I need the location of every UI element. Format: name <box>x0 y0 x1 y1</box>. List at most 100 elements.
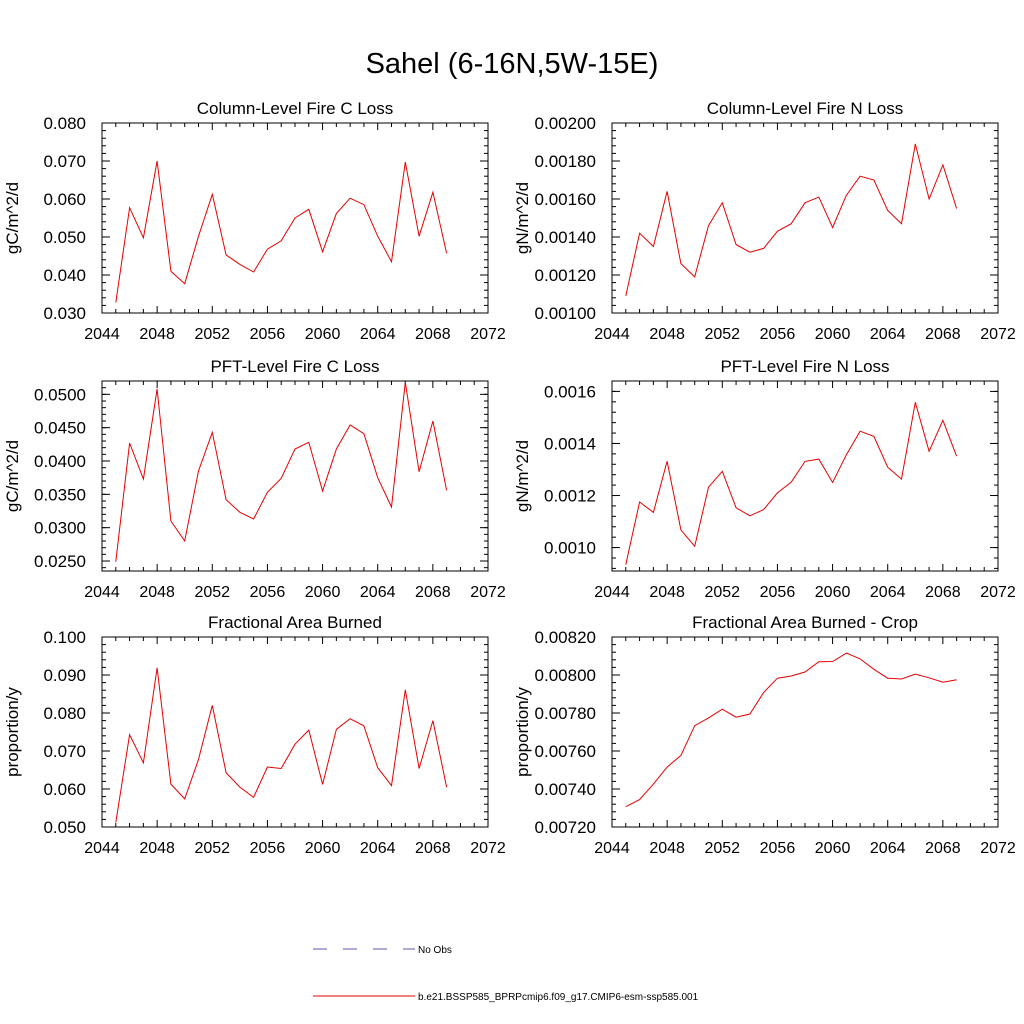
x-tick-label: 2072 <box>980 584 1016 601</box>
y-tick-label: 0.0012 <box>544 487 596 506</box>
x-tick-label: 2072 <box>470 326 506 343</box>
x-tick-label: 2048 <box>139 326 175 343</box>
y-tick-label: 0.00820 <box>535 628 596 647</box>
y-tick-label: 0.00180 <box>535 152 596 171</box>
x-tick-label: 2052 <box>704 584 740 601</box>
y-tick-label: 0.0350 <box>34 485 86 504</box>
y-tick-label: 0.050 <box>43 228 86 247</box>
series-line <box>625 402 958 565</box>
x-tick-label: 2048 <box>139 840 175 857</box>
x-tick-label: 2052 <box>194 584 230 601</box>
y-tick-label: 0.00120 <box>535 266 596 285</box>
x-tick-label: 2044 <box>84 584 120 601</box>
x-tick-label: 2048 <box>139 584 175 601</box>
legend-label-1: No Obs <box>418 945 452 956</box>
y-axis-label: gC/m^2/d <box>3 440 22 512</box>
y-tick-label: 0.0010 <box>544 539 596 558</box>
y-tick-label: 0.060 <box>43 780 86 799</box>
x-tick-label: 2068 <box>415 584 451 601</box>
x-tick-label: 2044 <box>84 840 120 857</box>
panel-title: Column-Level Fire C Loss <box>197 99 394 118</box>
series-line <box>625 652 957 808</box>
x-tick-label: 2060 <box>815 840 851 857</box>
legend-label-2: b.e21.BSSP585_BPRPcmip6.f09_g17.CMIP6-es… <box>418 992 699 1003</box>
chart-panel-3: PFT-Level Fire C Loss gC/m^2/d 2044 2048 205… <box>3 357 506 601</box>
x-tick-label: 2052 <box>704 326 740 343</box>
x-tick-label: 2060 <box>305 584 341 601</box>
y-axis-label: gN/m^2/d <box>513 440 532 512</box>
x-tick-label: 2052 <box>194 326 230 343</box>
series-line <box>115 382 448 562</box>
x-tick-label: 2056 <box>760 584 796 601</box>
y-axis-label: proportion/y <box>3 687 22 777</box>
y-tick-label: 0.0500 <box>34 385 86 404</box>
y-tick-label: 0.070 <box>43 152 86 171</box>
panel-title: Fractional Area Burned - Crop <box>692 613 918 632</box>
y-tick-label: 0.0250 <box>34 552 86 571</box>
y-tick-label: 0.040 <box>43 266 86 285</box>
x-tick-label: 2060 <box>305 326 341 343</box>
x-tick-label: 2064 <box>360 326 396 343</box>
y-tick-label: 0.00160 <box>535 190 596 209</box>
series-line <box>115 667 448 823</box>
y-tick-label: 0.050 <box>43 818 86 837</box>
y-tick-label: 0.0300 <box>34 519 86 538</box>
y-tick-label: 0.00780 <box>535 704 596 723</box>
y-tick-label: 0.00100 <box>535 304 596 323</box>
x-tick-label: 2060 <box>815 326 851 343</box>
x-tick-label: 2068 <box>925 326 961 343</box>
x-tick-label: 2072 <box>470 584 506 601</box>
x-tick-label: 2072 <box>980 326 1016 343</box>
y-tick-label: 0.060 <box>43 190 86 209</box>
series-line <box>625 143 958 297</box>
x-tick-label: 2044 <box>84 326 120 343</box>
panel-title: PFT-Level Fire N Loss <box>720 357 889 376</box>
plot-frame <box>611 636 999 828</box>
x-tick-label: 2068 <box>415 840 451 857</box>
x-tick-label: 2072 <box>470 840 506 857</box>
y-tick-label: 0.00200 <box>535 114 596 133</box>
x-tick-label: 2068 <box>925 584 961 601</box>
x-tick-label: 2064 <box>870 840 906 857</box>
x-tick-label: 2060 <box>815 584 851 601</box>
y-tick-label: 0.00800 <box>535 666 596 685</box>
x-tick-label: 2056 <box>760 840 796 857</box>
x-tick-label: 2064 <box>870 584 906 601</box>
panel-title: Column-Level Fire N Loss <box>707 99 904 118</box>
y-tick-label: 0.090 <box>43 666 86 685</box>
chart-panel-2: Column-Level Fire N Loss gN/m^2/d 2044 2048… <box>513 99 1016 343</box>
x-tick-label: 2056 <box>760 326 796 343</box>
x-tick-label: 2064 <box>360 584 396 601</box>
x-tick-label: 2044 <box>594 840 630 857</box>
y-tick-label: 0.100 <box>43 628 86 647</box>
y-tick-label: 0.0450 <box>34 419 86 438</box>
series-line <box>115 160 448 303</box>
y-tick-label: 0.070 <box>43 742 86 761</box>
y-tick-label: 0.080 <box>43 704 86 723</box>
x-tick-label: 2048 <box>649 840 685 857</box>
plot-frame <box>101 380 489 572</box>
x-tick-label: 2056 <box>250 840 286 857</box>
x-tick-label: 2048 <box>649 326 685 343</box>
y-tick-label: 0.030 <box>43 304 86 323</box>
y-tick-label: 0.0014 <box>544 434 596 453</box>
y-axis-label: gN/m^2/d <box>513 182 532 254</box>
x-tick-label: 2052 <box>194 840 230 857</box>
x-tick-label: 2056 <box>250 584 286 601</box>
chart-panel-5: Fractional Area Burned proportion/y 2044 20… <box>3 613 506 857</box>
x-tick-label: 2068 <box>925 840 961 857</box>
y-tick-label: 0.00140 <box>535 228 596 247</box>
y-axis-label: gC/m^2/d <box>3 182 22 254</box>
x-tick-label: 2060 <box>305 840 341 857</box>
x-tick-label: 2072 <box>980 840 1016 857</box>
chart-panel-6: Fractional Area Burned - Crop proportion/… <box>513 613 1016 857</box>
x-tick-label: 2044 <box>594 326 630 343</box>
x-tick-label: 2064 <box>360 840 396 857</box>
x-tick-label: 2064 <box>870 326 906 343</box>
x-tick-label: 2068 <box>415 326 451 343</box>
y-tick-label: 0.0400 <box>34 452 86 471</box>
y-tick-label: 0.0016 <box>544 382 596 401</box>
chart-panel-1: Column-Level Fire C Loss gC/m^2/d 2044 2048… <box>3 99 506 343</box>
figure-title: Sahel (6-16N,5W-15E) <box>365 48 659 80</box>
